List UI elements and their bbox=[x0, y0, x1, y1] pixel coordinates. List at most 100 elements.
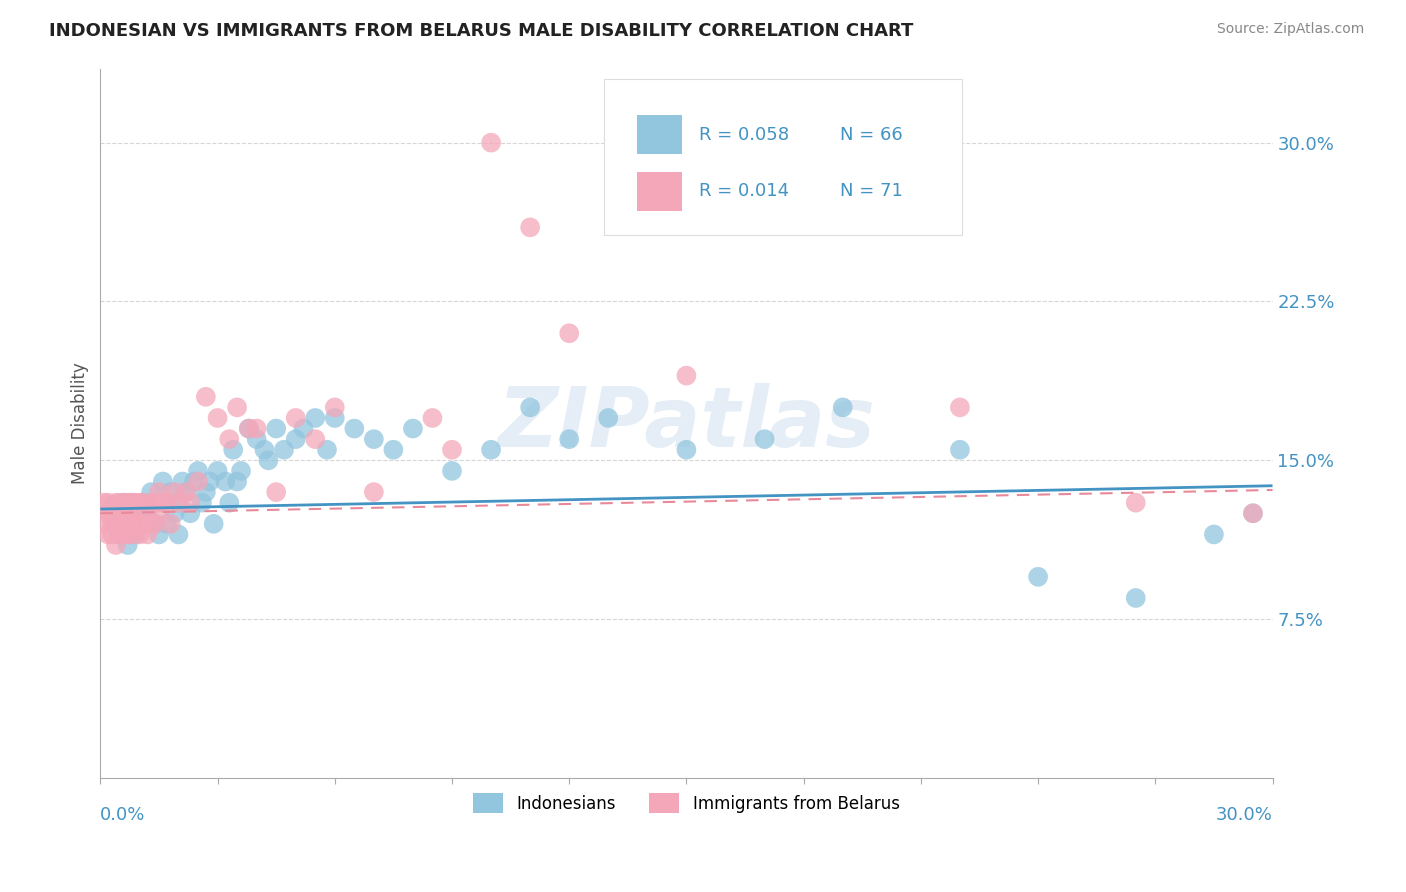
FancyBboxPatch shape bbox=[605, 79, 962, 235]
Point bbox=[1241, 506, 1264, 520]
Point bbox=[141, 485, 163, 500]
Point bbox=[128, 496, 150, 510]
Point bbox=[121, 496, 143, 510]
Bar bbox=[637, 115, 682, 154]
Point bbox=[124, 496, 146, 510]
Point bbox=[179, 496, 201, 510]
Text: N = 71: N = 71 bbox=[839, 182, 903, 201]
Point bbox=[112, 496, 135, 510]
Point bbox=[104, 496, 127, 510]
Point bbox=[117, 506, 139, 520]
Point bbox=[273, 442, 295, 457]
Point bbox=[440, 442, 463, 457]
Point bbox=[1202, 527, 1225, 541]
Point bbox=[93, 496, 115, 510]
Point bbox=[163, 506, 186, 520]
Point bbox=[136, 527, 159, 541]
Point bbox=[112, 496, 135, 510]
Point bbox=[104, 516, 127, 531]
Point bbox=[238, 421, 260, 435]
Point bbox=[246, 432, 269, 446]
Point bbox=[163, 485, 186, 500]
Point bbox=[323, 401, 346, 415]
Point bbox=[304, 411, 326, 425]
Text: INDONESIAN VS IMMIGRANTS FROM BELARUS MALE DISABILITY CORRELATION CHART: INDONESIAN VS IMMIGRANTS FROM BELARUS MA… bbox=[49, 22, 914, 40]
Point bbox=[238, 421, 260, 435]
Point bbox=[101, 500, 124, 514]
Point bbox=[93, 516, 115, 531]
Point bbox=[191, 496, 214, 510]
Point bbox=[363, 485, 385, 500]
Point bbox=[754, 432, 776, 446]
Point bbox=[187, 464, 209, 478]
Point bbox=[316, 442, 339, 457]
Point bbox=[422, 411, 444, 425]
Point bbox=[284, 432, 307, 446]
Point bbox=[183, 475, 205, 489]
Point bbox=[132, 496, 155, 510]
Point bbox=[108, 496, 131, 510]
Point bbox=[108, 516, 131, 531]
Point bbox=[108, 527, 131, 541]
Point bbox=[264, 421, 287, 435]
Point bbox=[167, 496, 190, 510]
Point bbox=[284, 411, 307, 425]
Point bbox=[156, 516, 179, 531]
Point bbox=[136, 506, 159, 520]
Point bbox=[949, 442, 972, 457]
Legend: Indonesians, Immigrants from Belarus: Indonesians, Immigrants from Belarus bbox=[467, 787, 907, 820]
Point bbox=[194, 390, 217, 404]
Point bbox=[148, 506, 170, 520]
Point bbox=[479, 136, 502, 150]
Point bbox=[218, 432, 240, 446]
Point bbox=[117, 527, 139, 541]
Point bbox=[101, 516, 124, 531]
Point bbox=[176, 485, 198, 500]
Point bbox=[148, 485, 170, 500]
Point bbox=[104, 506, 127, 520]
Text: 0.0%: 0.0% bbox=[100, 806, 146, 824]
Point bbox=[831, 199, 853, 213]
Point bbox=[143, 496, 166, 510]
Y-axis label: Male Disability: Male Disability bbox=[72, 362, 89, 484]
Point bbox=[363, 432, 385, 446]
Point bbox=[136, 506, 159, 520]
Point bbox=[202, 516, 225, 531]
Point bbox=[172, 475, 194, 489]
Point bbox=[159, 485, 181, 500]
Point bbox=[104, 516, 127, 531]
Point bbox=[117, 516, 139, 531]
Point bbox=[1026, 570, 1049, 584]
Point bbox=[179, 506, 201, 520]
Point bbox=[159, 516, 181, 531]
Point bbox=[598, 411, 620, 425]
Point bbox=[152, 496, 174, 510]
Point bbox=[152, 475, 174, 489]
Point bbox=[141, 516, 163, 531]
Point bbox=[112, 527, 135, 541]
Point bbox=[167, 496, 190, 510]
Point bbox=[167, 527, 190, 541]
Point bbox=[128, 527, 150, 541]
Point bbox=[207, 464, 229, 478]
Point bbox=[304, 432, 326, 446]
Point bbox=[121, 506, 143, 520]
Point bbox=[187, 475, 209, 489]
Point bbox=[128, 506, 150, 520]
Bar bbox=[637, 172, 682, 211]
Point bbox=[194, 485, 217, 500]
Point bbox=[97, 527, 120, 541]
Point bbox=[1125, 496, 1147, 510]
Point bbox=[226, 475, 249, 489]
Point bbox=[1241, 506, 1264, 520]
Text: R = 0.058: R = 0.058 bbox=[699, 126, 789, 144]
Point bbox=[104, 538, 127, 552]
Point bbox=[148, 527, 170, 541]
Point bbox=[148, 496, 170, 510]
Point bbox=[402, 421, 425, 435]
Point bbox=[519, 401, 541, 415]
Point bbox=[141, 496, 163, 510]
Point bbox=[440, 464, 463, 478]
Point bbox=[108, 527, 131, 541]
Point bbox=[479, 442, 502, 457]
